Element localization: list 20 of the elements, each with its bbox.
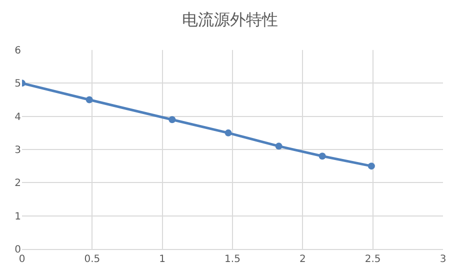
point (224, 129, 232, 136)
x-tick-label: 1.5 (224, 254, 240, 265)
x-tick-label: 2 (299, 254, 306, 265)
chart-title: 电流源外特性 (182, 10, 278, 29)
x-tick-label: 3 (440, 254, 446, 265)
point (86, 96, 93, 104)
y-tick-label: 1 (14, 211, 21, 222)
y-tick-label: 0 (14, 244, 21, 256)
y-tick-label: 2 (14, 178, 21, 190)
point (275, 142, 282, 150)
x-tick-label: 1 (159, 254, 166, 265)
point (368, 162, 375, 170)
x-tick-label: 0.5 (84, 254, 100, 265)
x-tick-label: 2.5 (364, 254, 381, 265)
point (168, 116, 176, 124)
y-tick-label: 5 (14, 78, 21, 90)
y-tick-label: 3 (14, 145, 21, 156)
y-tick-label: 6 (14, 46, 21, 56)
point (318, 152, 326, 160)
y-tick-label: 4 (14, 112, 21, 123)
